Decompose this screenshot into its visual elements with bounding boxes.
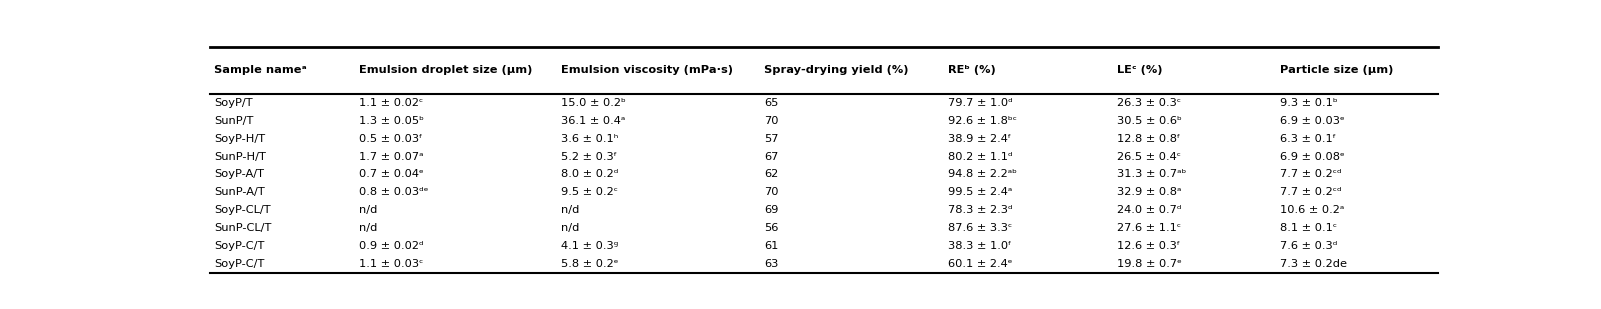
Text: 8.1 ± 0.1ᶜ: 8.1 ± 0.1ᶜ xyxy=(1279,223,1337,233)
Text: 15.0 ± 0.2ᵇ: 15.0 ± 0.2ᵇ xyxy=(562,98,626,108)
Text: n/d: n/d xyxy=(562,223,580,233)
Text: 92.6 ± 1.8ᵇᶜ: 92.6 ± 1.8ᵇᶜ xyxy=(948,116,1017,126)
Text: 63: 63 xyxy=(764,259,778,269)
Text: REᵇ (%): REᵇ (%) xyxy=(948,66,996,75)
Text: 1.1 ± 0.03ᶜ: 1.1 ± 0.03ᶜ xyxy=(359,259,423,269)
Text: 26.5 ± 0.4ᶜ: 26.5 ± 0.4ᶜ xyxy=(1116,152,1180,162)
Text: 31.3 ± 0.7ᵃᵇ: 31.3 ± 0.7ᵃᵇ xyxy=(1116,169,1186,180)
Text: 5.2 ± 0.3ᶠ: 5.2 ± 0.3ᶠ xyxy=(562,152,618,162)
Text: 99.5 ± 2.4ᵃ: 99.5 ± 2.4ᵃ xyxy=(948,187,1012,197)
Text: Sample nameᵃ: Sample nameᵃ xyxy=(215,66,306,75)
Text: 56: 56 xyxy=(764,223,778,233)
Text: 12.8 ± 0.8ᶠ: 12.8 ± 0.8ᶠ xyxy=(1116,134,1180,144)
Text: 5.8 ± 0.2ᵉ: 5.8 ± 0.2ᵉ xyxy=(562,259,620,269)
Text: SoyP-C/T: SoyP-C/T xyxy=(215,241,264,251)
Text: 27.6 ± 1.1ᶜ: 27.6 ± 1.1ᶜ xyxy=(1116,223,1182,233)
Text: SunP/T: SunP/T xyxy=(215,116,253,126)
Text: Emulsion viscosity (mPa·s): Emulsion viscosity (mPa·s) xyxy=(562,66,733,75)
Text: SoyP-C/T: SoyP-C/T xyxy=(215,259,264,269)
Text: 65: 65 xyxy=(764,98,778,108)
Text: 69: 69 xyxy=(764,205,778,215)
Text: 79.7 ± 1.0ᵈ: 79.7 ± 1.0ᵈ xyxy=(948,98,1013,108)
Text: 0.5 ± 0.03ᶠ: 0.5 ± 0.03ᶠ xyxy=(359,134,423,144)
Text: 24.0 ± 0.7ᵈ: 24.0 ± 0.7ᵈ xyxy=(1116,205,1182,215)
Text: SunP-A/T: SunP-A/T xyxy=(215,187,264,197)
Text: 7.3 ± 0.2de: 7.3 ± 0.2de xyxy=(1279,259,1346,269)
Text: SoyP/T: SoyP/T xyxy=(215,98,253,108)
Text: 1.7 ± 0.07ᵃ: 1.7 ± 0.07ᵃ xyxy=(359,152,423,162)
Text: 12.6 ± 0.3ᶠ: 12.6 ± 0.3ᶠ xyxy=(1116,241,1180,251)
Text: 60.1 ± 2.4ᵉ: 60.1 ± 2.4ᵉ xyxy=(948,259,1013,269)
Text: 8.0 ± 0.2ᵈ: 8.0 ± 0.2ᵈ xyxy=(562,169,618,180)
Text: 26.3 ± 0.3ᶜ: 26.3 ± 0.3ᶜ xyxy=(1116,98,1182,108)
Text: 19.8 ± 0.7ᵉ: 19.8 ± 0.7ᵉ xyxy=(1116,259,1182,269)
Text: SoyP-H/T: SoyP-H/T xyxy=(215,134,264,144)
Text: SunP-H/T: SunP-H/T xyxy=(215,152,266,162)
Text: 0.9 ± 0.02ᵈ: 0.9 ± 0.02ᵈ xyxy=(359,241,423,251)
Text: 6.9 ± 0.08ᵉ: 6.9 ± 0.08ᵉ xyxy=(1279,152,1345,162)
Text: 38.3 ± 1.0ᶠ: 38.3 ± 1.0ᶠ xyxy=(948,241,1012,251)
Text: 3.6 ± 0.1ʰ: 3.6 ± 0.1ʰ xyxy=(562,134,618,144)
Text: n/d: n/d xyxy=(562,205,580,215)
Text: 61: 61 xyxy=(764,241,778,251)
Text: 30.5 ± 0.6ᵇ: 30.5 ± 0.6ᵇ xyxy=(1116,116,1182,126)
Text: LEᶜ (%): LEᶜ (%) xyxy=(1116,66,1162,75)
Text: 0.8 ± 0.03ᵈᵉ: 0.8 ± 0.03ᵈᵉ xyxy=(359,187,427,197)
Text: 78.3 ± 2.3ᵈ: 78.3 ± 2.3ᵈ xyxy=(948,205,1013,215)
Text: 7.7 ± 0.2ᶜᵈ: 7.7 ± 0.2ᶜᵈ xyxy=(1279,187,1342,197)
Text: n/d: n/d xyxy=(359,223,378,233)
Text: 57: 57 xyxy=(764,134,778,144)
Text: 87.6 ± 3.3ᶜ: 87.6 ± 3.3ᶜ xyxy=(948,223,1012,233)
Text: Spray-drying yield (%): Spray-drying yield (%) xyxy=(764,66,909,75)
Text: 4.1 ± 0.3ᵍ: 4.1 ± 0.3ᵍ xyxy=(562,241,618,251)
Text: 70: 70 xyxy=(764,116,778,126)
Text: SunP-CL/T: SunP-CL/T xyxy=(215,223,271,233)
Text: 10.6 ± 0.2ᵃ: 10.6 ± 0.2ᵃ xyxy=(1279,205,1345,215)
Text: 7.7 ± 0.2ᶜᵈ: 7.7 ± 0.2ᶜᵈ xyxy=(1279,169,1342,180)
Text: n/d: n/d xyxy=(359,205,378,215)
Text: 70: 70 xyxy=(764,187,778,197)
Text: 9.5 ± 0.2ᶜ: 9.5 ± 0.2ᶜ xyxy=(562,187,618,197)
Text: 62: 62 xyxy=(764,169,778,180)
Text: Emulsion droplet size (μm): Emulsion droplet size (μm) xyxy=(359,66,532,75)
Text: 1.3 ± 0.05ᵇ: 1.3 ± 0.05ᵇ xyxy=(359,116,424,126)
Text: 0.7 ± 0.04ᵉ: 0.7 ± 0.04ᵉ xyxy=(359,169,424,180)
Text: 6.3 ± 0.1ᶠ: 6.3 ± 0.1ᶠ xyxy=(1279,134,1337,144)
Text: Particle size (μm): Particle size (μm) xyxy=(1279,66,1393,75)
Text: 1.1 ± 0.02ᶜ: 1.1 ± 0.02ᶜ xyxy=(359,98,423,108)
Text: 94.8 ± 2.2ᵃᵇ: 94.8 ± 2.2ᵃᵇ xyxy=(948,169,1017,180)
Text: 80.2 ± 1.1ᵈ: 80.2 ± 1.1ᵈ xyxy=(948,152,1013,162)
Text: 6.9 ± 0.03ᵉ: 6.9 ± 0.03ᵉ xyxy=(1279,116,1345,126)
Text: 67: 67 xyxy=(764,152,778,162)
Text: 38.9 ± 2.4ᶠ: 38.9 ± 2.4ᶠ xyxy=(948,134,1012,144)
Text: 7.6 ± 0.3ᵈ: 7.6 ± 0.3ᵈ xyxy=(1279,241,1337,251)
Text: 32.9 ± 0.8ᵃ: 32.9 ± 0.8ᵃ xyxy=(1116,187,1182,197)
Text: 36.1 ± 0.4ᵃ: 36.1 ± 0.4ᵃ xyxy=(562,116,626,126)
Text: SoyP-A/T: SoyP-A/T xyxy=(215,169,264,180)
Text: 9.3 ± 0.1ᵇ: 9.3 ± 0.1ᵇ xyxy=(1279,98,1338,108)
Text: SoyP-CL/T: SoyP-CL/T xyxy=(215,205,271,215)
